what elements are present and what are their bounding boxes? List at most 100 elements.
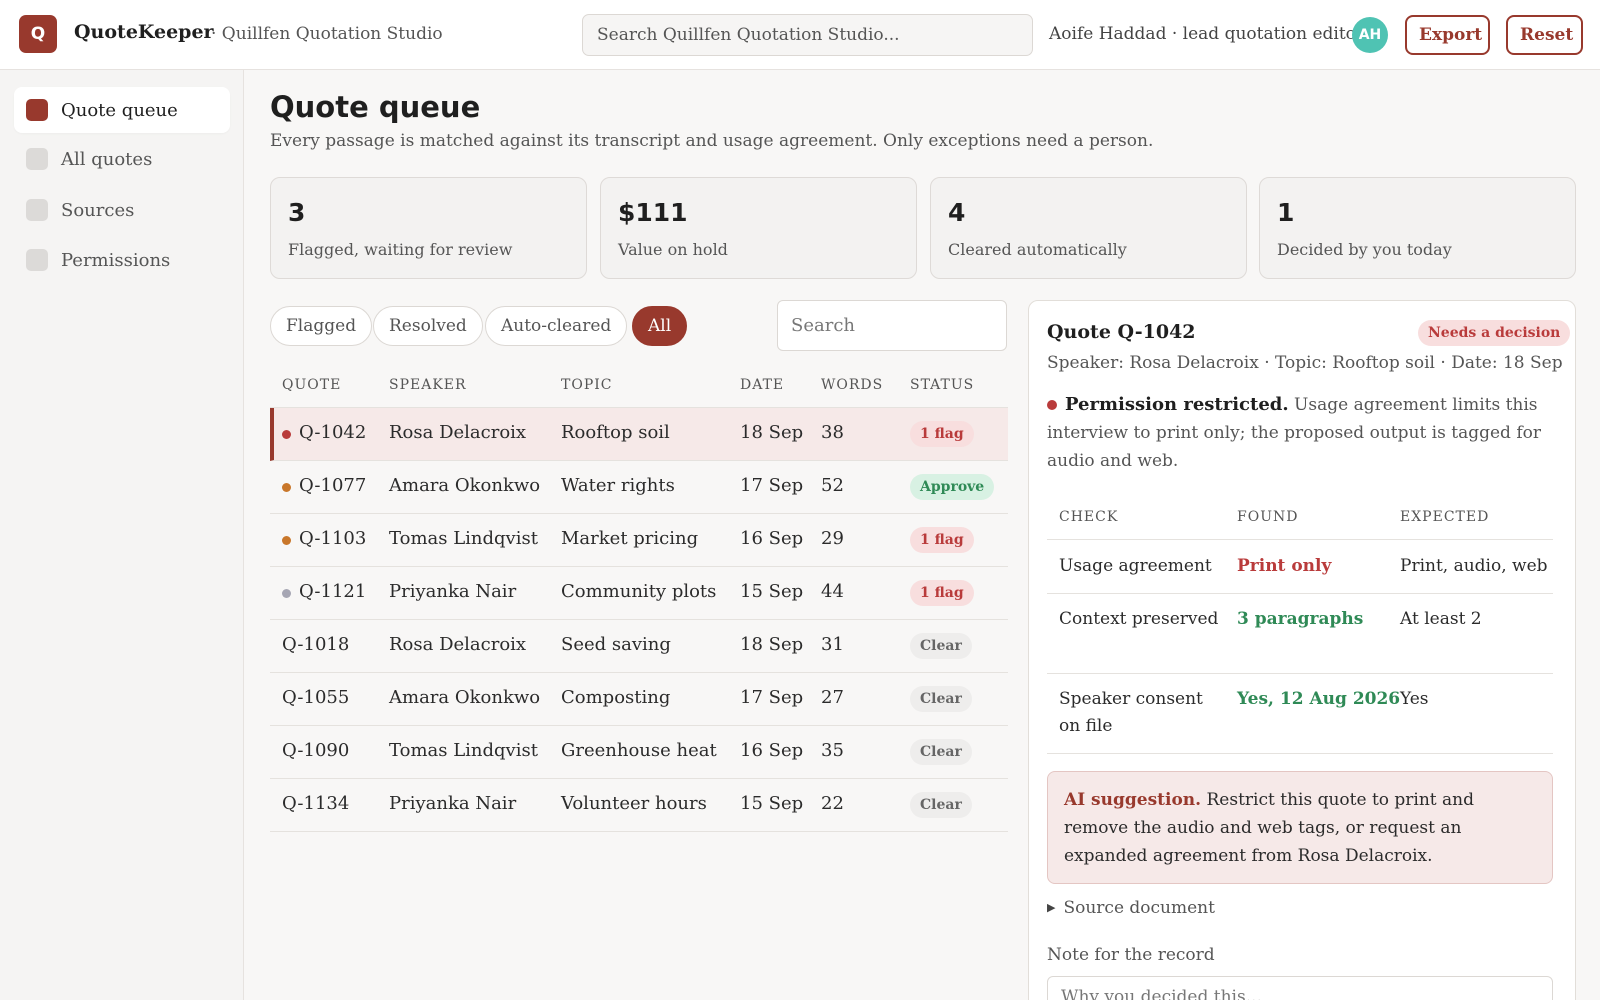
speaker-name: Tomas Lindqvist [389, 740, 538, 761]
filter-flagged[interactable]: Flagged [270, 306, 373, 346]
column-header-quote[interactable]: QUOTE [282, 377, 342, 393]
table-row[interactable]: Q-1077 Amara Okonkwo Water rights 17 Sep 52 A… [270, 461, 1008, 514]
quote-queue-icon [26, 99, 48, 121]
quote-detail-panel: Quote Q-1042 Needs a decision Speaker: R… [1028, 300, 1576, 1000]
table-divider [270, 407, 1008, 408]
table-row[interactable]: Q-1055 Amara Okonkwo Composting 17 Sep 27 Cle… [270, 673, 1008, 726]
word-count: 22 [821, 793, 844, 814]
app-name: QuoteKeeper [74, 21, 214, 43]
sidebar-item-all-quotes[interactable]: All quotes [14, 136, 230, 182]
check-expected: At least 2 [1400, 609, 1482, 629]
column-header-speaker[interactable]: SPEAKER [389, 377, 467, 393]
status-dot-icon [282, 483, 291, 492]
topic: Market pricing [561, 528, 699, 549]
sidebar-item-permissions[interactable]: Permissions [14, 237, 230, 283]
column-header-words[interactable]: WORDS [821, 377, 884, 393]
divider [1047, 593, 1553, 594]
filter-resolved[interactable]: Resolved [373, 306, 483, 346]
user-avatar[interactable]: AH [1352, 17, 1388, 53]
word-count: 38 [821, 422, 844, 443]
divider [1047, 539, 1553, 540]
sidebar-item-label: Permissions [61, 249, 171, 271]
app-logo[interactable]: Q [19, 15, 57, 53]
speaker-name: Priyanka Nair [389, 793, 517, 814]
divider [1047, 753, 1553, 754]
triangle-right-icon: ▶ [1047, 901, 1056, 914]
all-quotes-icon [26, 148, 48, 170]
stat-value: $111 [618, 198, 688, 227]
status-badge: 1 flag [910, 421, 974, 447]
stat-card-value-on-hold: $111 Value on hold [600, 177, 917, 279]
stat-card-decided: 1 Decided by you today [1259, 177, 1576, 279]
ai-suggestion-text: Restrict this quote to print and remove … [1064, 790, 1475, 866]
date: 17 Sep [740, 687, 804, 708]
stat-label: Cleared automatically [948, 240, 1127, 259]
table-row[interactable]: Q-1018 Rosa Delacroix Seed saving 18 Sep 31 C… [270, 620, 1008, 673]
page-title: Quote queue [270, 90, 481, 124]
topic: Volunteer hours [561, 793, 707, 814]
quote-id: Q-1134 [282, 793, 350, 814]
quote-id: Q-1055 [282, 687, 350, 708]
sidebar: Quote queue All quotes Sources Permissio… [0, 70, 244, 1000]
date: 15 Sep [740, 793, 804, 814]
check-found: 3 paragraphs [1237, 609, 1364, 629]
stat-value: 1 [1277, 198, 1295, 227]
filter-all[interactable]: All [632, 306, 688, 346]
check-found: Print only [1237, 556, 1332, 576]
speaker-name: Priyanka Nair [389, 581, 517, 602]
export-button[interactable]: Export [1405, 15, 1490, 55]
table-row[interactable]: Q-1103 Tomas Lindqvist Market pricing 16 Se… [270, 514, 1008, 567]
table-row[interactable]: Q-1134 Priyanka Nair Volunteer hours 15 Sep… [270, 779, 1008, 832]
permission-notice: Permission restricted. Usage agreement l… [1047, 391, 1547, 475]
ai-suggestion-title: AI suggestion. [1064, 790, 1202, 810]
topic: Seed saving [561, 634, 671, 655]
permission-title: Permission restricted. [1065, 394, 1289, 415]
sources-icon [26, 199, 48, 221]
reset-button[interactable]: Reset [1506, 15, 1583, 55]
topic: Greenhouse heat [561, 740, 717, 761]
table-row[interactable]: Q-1090 Tomas Lindqvist Greenhouse heat 16 S… [270, 726, 1008, 779]
expected-column-header: EXPECTED [1400, 509, 1490, 525]
alert-dot-icon [1047, 399, 1057, 410]
quote-id: Q-1018 [282, 634, 350, 655]
check-name: Context preserved [1059, 609, 1219, 629]
global-search-input[interactable] [582, 14, 1033, 56]
current-user: Aoife Haddad · lead quotation editor [1049, 24, 1365, 44]
stat-label: Value on hold [618, 240, 728, 259]
table-row[interactable]: Q-1042 Rosa Delacroix Rooftop soil 18 Sep 38… [270, 408, 1008, 461]
status-badge: Clear [910, 686, 972, 712]
ai-suggestion: AI suggestion. Restrict this quote to pr… [1047, 771, 1553, 884]
status-badge: Needs a decision [1418, 320, 1571, 346]
word-count: 35 [821, 740, 844, 761]
word-count: 52 [821, 475, 844, 496]
source-document-label: Source document [1063, 898, 1215, 918]
permissions-icon [26, 249, 48, 271]
word-count: 31 [821, 634, 844, 655]
workspace-name: · Quillfen Quotation Studio [211, 24, 443, 44]
status-dot-icon [282, 430, 291, 439]
quote-id: Q-1042 [299, 422, 367, 443]
column-header-date[interactable]: DATE [740, 377, 785, 393]
quote-search-input[interactable] [777, 300, 1007, 351]
note-textarea[interactable] [1047, 976, 1553, 1000]
column-header-topic[interactable]: TOPIC [561, 377, 613, 393]
speaker-name: Rosa Delacroix [389, 634, 527, 655]
sidebar-item-sources[interactable]: Sources [14, 187, 230, 233]
sidebar-item-quote-queue[interactable]: Quote queue [14, 87, 230, 133]
status-badge: Approve [910, 474, 995, 500]
sidebar-item-label: Quote queue [61, 99, 178, 121]
check-name: Usage agreement [1059, 556, 1212, 576]
table-row[interactable]: Q-1121 Priyanka Nair Community plots 15 Sep… [270, 567, 1008, 620]
source-document-toggle[interactable]: ▶ Source document [1047, 898, 1215, 918]
filter-auto-cleared[interactable]: Auto-cleared [485, 306, 628, 346]
status-badge: Clear [910, 792, 972, 818]
status-badge: 1 flag [910, 527, 974, 553]
check-found: Yes, 12 Aug 2026 [1237, 689, 1401, 709]
speaker-name: Amara Okonkwo [389, 687, 541, 708]
column-header-status[interactable]: STATUS [910, 377, 975, 393]
word-count: 44 [821, 581, 844, 602]
detail-meta: Speaker: Rosa Delacroix · Topic: Rooftop… [1047, 353, 1563, 373]
speaker-name: Rosa Delacroix [389, 422, 527, 443]
note-label: Note for the record [1047, 945, 1215, 965]
sidebar-item-label: All quotes [61, 148, 153, 170]
